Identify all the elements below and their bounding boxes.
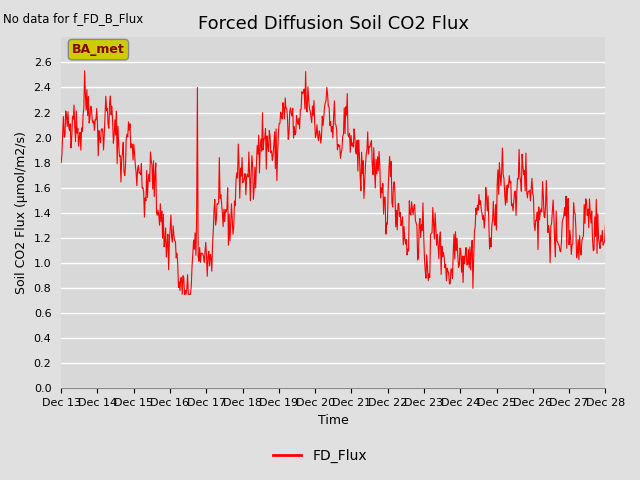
Text: BA_met: BA_met	[72, 43, 125, 56]
Legend: FD_Flux: FD_Flux	[268, 443, 372, 468]
Title: Forced Diffusion Soil CO2 Flux: Forced Diffusion Soil CO2 Flux	[198, 15, 468, 33]
Y-axis label: Soil CO2 Flux (μmol/m2/s): Soil CO2 Flux (μmol/m2/s)	[15, 132, 28, 294]
Text: No data for f_FD_B_Flux: No data for f_FD_B_Flux	[3, 12, 143, 25]
X-axis label: Time: Time	[318, 414, 349, 427]
